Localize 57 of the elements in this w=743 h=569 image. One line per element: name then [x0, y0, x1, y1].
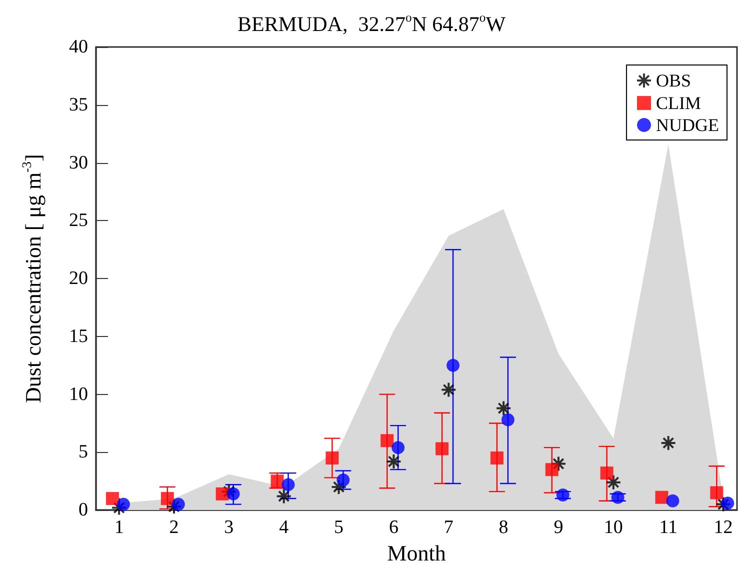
- x-axis-title: Month: [387, 540, 446, 566]
- point: [605, 474, 622, 490]
- x-tick-label: 6: [388, 517, 398, 538]
- x-tick-label: 8: [498, 517, 508, 538]
- x-tick-label: 1: [114, 517, 124, 538]
- point: [550, 456, 566, 472]
- point: [116, 498, 130, 511]
- x-tick-label: 12: [714, 517, 733, 538]
- point: [172, 498, 185, 511]
- point: [392, 441, 405, 454]
- x-tick-label: 11: [659, 517, 678, 538]
- point: [440, 382, 457, 398]
- x-tick-label: 9: [554, 517, 564, 538]
- point: [545, 463, 558, 476]
- point: [436, 442, 449, 456]
- point: [326, 452, 339, 464]
- x-tick-label: 4: [279, 517, 290, 538]
- point: [501, 413, 514, 426]
- point: [655, 490, 668, 504]
- point: [446, 358, 460, 372]
- point: [282, 478, 295, 492]
- y-axis-title: Dust concentration [ μg m-3]: [18, 154, 46, 403]
- legend-label: NUDGE: [656, 115, 720, 135]
- point: [336, 474, 350, 486]
- y-tick-label: 30: [69, 152, 88, 174]
- point: [226, 487, 240, 500]
- point: [216, 487, 229, 500]
- point: [660, 434, 676, 451]
- y-tick-label: 40: [69, 36, 88, 58]
- point: [666, 494, 680, 508]
- point: [380, 434, 394, 448]
- point: [106, 492, 119, 506]
- point: [556, 488, 570, 502]
- y-tick-label: 35: [69, 94, 88, 116]
- point: [710, 486, 724, 500]
- point: [386, 453, 402, 470]
- point: [600, 466, 614, 480]
- point: [330, 478, 347, 495]
- x-tick-label: 7: [444, 517, 454, 538]
- x-tick-label: 3: [224, 517, 234, 538]
- legend-label: CLIM: [656, 93, 702, 113]
- legend-label: OBS: [656, 70, 692, 90]
- x-tick-label: 10: [604, 517, 623, 538]
- point: [721, 496, 734, 510]
- point: [490, 452, 504, 464]
- point: [160, 492, 174, 506]
- y-tick-label: 20: [69, 268, 88, 290]
- y-tick-label: 10: [69, 384, 88, 405]
- y-tick-label: 5: [78, 442, 88, 463]
- y-tick-label: 15: [69, 326, 88, 347]
- x-tick-label: 5: [334, 517, 344, 538]
- point: [611, 490, 624, 504]
- y-tick-label: 25: [69, 210, 88, 232]
- x-tick-label: 2: [169, 517, 179, 538]
- point: [496, 400, 512, 416]
- y-tick-label: 0: [78, 500, 88, 521]
- point: [276, 488, 292, 504]
